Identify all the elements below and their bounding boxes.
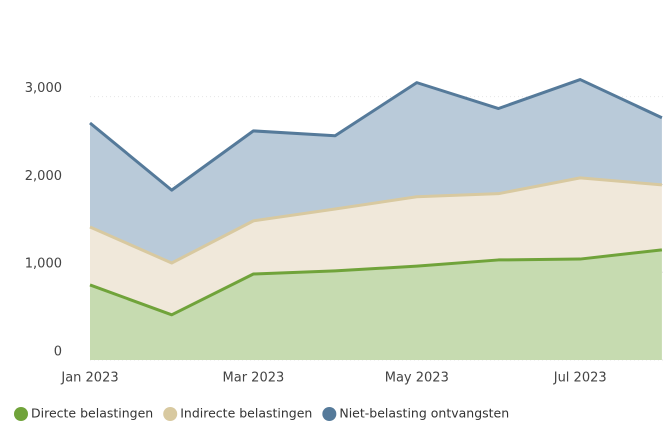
- y-tick-label: 2,000: [25, 169, 62, 184]
- legend-label: Indirecte belastingen: [180, 406, 312, 421]
- line: [89, 176, 663, 265]
- x-tick-label: May 2023: [385, 371, 449, 386]
- x-tick-label: Jul 2023: [553, 371, 607, 386]
- line: [89, 248, 663, 317]
- y-tick-label: 3,000: [25, 81, 62, 96]
- legend-marker: [322, 407, 337, 421]
- y-tick-label: 1,000: [25, 257, 62, 272]
- legend-label: Niet-belasting ontvangsten: [339, 406, 509, 421]
- y-tick-label: 0: [54, 345, 62, 360]
- line: [89, 78, 663, 192]
- area: [90, 177, 662, 315]
- legend-marker: [163, 407, 178, 421]
- x-tick-label: Mar 2023: [223, 371, 285, 386]
- area: [90, 79, 662, 264]
- x-tick-label: Jan 2023: [60, 371, 118, 386]
- legend-label: Directe belastingen: [31, 406, 153, 421]
- legend-marker: [14, 407, 28, 421]
- area: [90, 249, 662, 360]
